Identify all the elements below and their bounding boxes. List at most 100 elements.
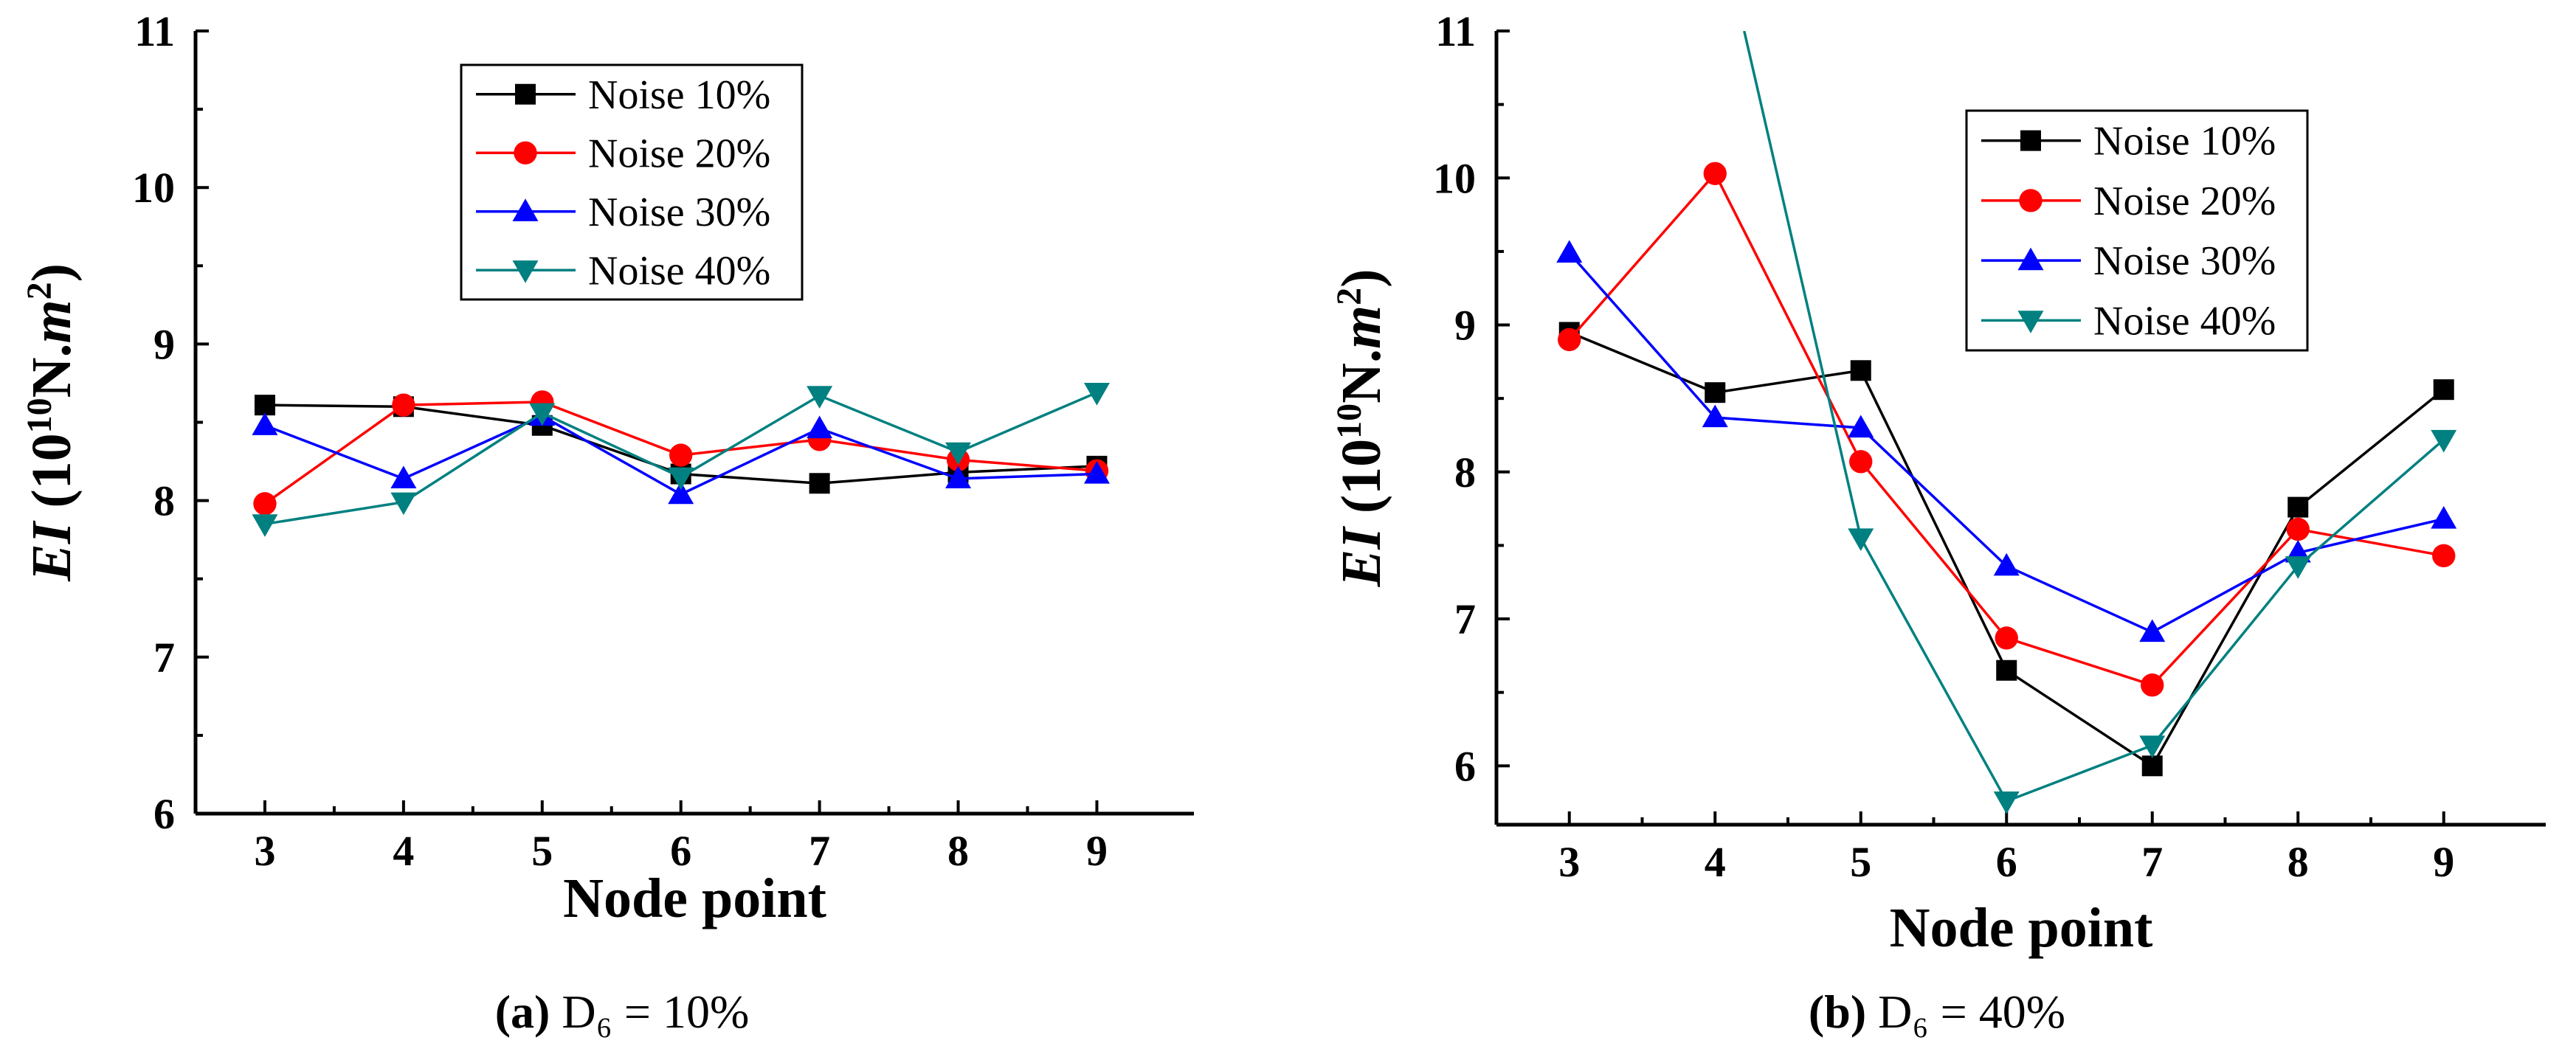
marker-square bbox=[515, 83, 536, 105]
series-3 bbox=[1556, 240, 2457, 642]
marker-triangle-up bbox=[390, 465, 417, 489]
marker-triangle-down bbox=[512, 260, 539, 283]
marker-square bbox=[2433, 379, 2454, 401]
marker-triangle-down bbox=[1848, 528, 1874, 551]
legend-item: Noise 10% bbox=[476, 72, 770, 118]
plot-area bbox=[252, 383, 1110, 537]
text-part: (b) bbox=[1809, 985, 1866, 1038]
legend-label: Noise 40% bbox=[2093, 298, 2276, 344]
text-part: 2 bbox=[20, 282, 59, 299]
y-tick-label: 11 bbox=[134, 7, 175, 55]
text-part: N. bbox=[1330, 349, 1392, 403]
text-part: (10 bbox=[1330, 439, 1392, 527]
y-tick-label: 9 bbox=[1454, 302, 1476, 350]
x-tick-label: 9 bbox=[2433, 838, 2454, 886]
marker-triangle-down bbox=[2017, 311, 2044, 333]
marker-triangle-down bbox=[1083, 383, 1110, 406]
x-tick-label: 4 bbox=[393, 827, 414, 875]
y-tick-label: 7 bbox=[153, 634, 175, 682]
text-part: ) bbox=[21, 263, 83, 282]
y-tick-label: 8 bbox=[153, 477, 175, 525]
x-tick-label: 4 bbox=[1705, 838, 1726, 886]
text-part: 10 bbox=[1330, 403, 1369, 439]
text-part: N. bbox=[21, 343, 83, 398]
y-tick-label: 6 bbox=[1454, 742, 1476, 790]
marker-triangle-up bbox=[668, 481, 694, 505]
marker-circle bbox=[1849, 450, 1873, 474]
series-line bbox=[1743, 31, 2445, 803]
x-tick-label: 5 bbox=[531, 827, 553, 875]
marker-triangle-down bbox=[2431, 429, 2457, 453]
marker-circle bbox=[1703, 162, 1727, 185]
x-tick-label: 7 bbox=[2141, 838, 2163, 886]
x-axis-title: Node point bbox=[563, 867, 826, 929]
x-tick-label: 8 bbox=[2287, 838, 2309, 886]
marker-circle bbox=[1558, 328, 1581, 352]
marker-circle bbox=[2019, 189, 2043, 212]
legend-item: Noise 20% bbox=[1981, 179, 2276, 224]
marker-square bbox=[809, 473, 830, 494]
marker-triangle-up bbox=[252, 412, 278, 435]
x-tick-label: 6 bbox=[670, 827, 691, 875]
marker-circle bbox=[514, 141, 537, 164]
legend-label: Noise 10% bbox=[588, 72, 770, 118]
text-part: EI (10 bbox=[1330, 439, 1392, 588]
marker-triangle-up bbox=[512, 198, 539, 221]
panel-caption: (a) D₆ = 10% bbox=[495, 985, 750, 1038]
text-part: EI (10 bbox=[21, 433, 83, 582]
y-tick-label: 10 bbox=[1433, 154, 1476, 202]
marker-triangle-down bbox=[668, 467, 694, 491]
marker-triangle-up bbox=[2431, 506, 2457, 529]
text-part: m bbox=[1330, 305, 1392, 349]
legend-item: Noise 30% bbox=[1981, 238, 2276, 284]
marker-triangle-up bbox=[1993, 552, 2020, 576]
marker-triangle-down bbox=[390, 492, 417, 516]
x-tick-label: 3 bbox=[254, 827, 275, 875]
marker-square bbox=[2287, 496, 2309, 518]
legend: Noise 10% Noise 20% Noise 30% Noise 40% bbox=[1965, 109, 2309, 352]
x-tick-label: 7 bbox=[809, 827, 830, 875]
axes: 6 7 8 9 10 11 3 4 5 6 7 8 9 bbox=[132, 7, 1194, 875]
marker-triangle-down bbox=[1993, 791, 2020, 814]
marker-square bbox=[1705, 382, 1726, 403]
y-tick-label: 8 bbox=[1454, 448, 1476, 496]
legend-item: Noise 40% bbox=[476, 248, 770, 294]
legend-label: Noise 30% bbox=[588, 190, 770, 235]
series-1 bbox=[1558, 322, 2454, 777]
text-part: D₆ = 10% bbox=[550, 985, 749, 1038]
marker-triangle-up bbox=[2139, 619, 2166, 642]
x-tick-label: 6 bbox=[1996, 838, 2017, 886]
x-tick-label: 3 bbox=[1558, 838, 1580, 886]
text-part: (a) bbox=[495, 985, 550, 1038]
axes: 6 7 8 9 10 11 3 4 5 6 7 8 9 bbox=[1433, 7, 2546, 886]
marker-circle bbox=[669, 443, 693, 467]
x-tick-label: 5 bbox=[1850, 838, 1871, 886]
panel-caption: (b) D₆ = 40% bbox=[1809, 985, 2065, 1038]
marker-circle bbox=[2432, 544, 2456, 568]
text-part: 10 bbox=[20, 398, 59, 433]
marker-triangle-up bbox=[1556, 240, 1583, 263]
marker-triangle-down bbox=[252, 514, 278, 537]
legend-item: Noise 30% bbox=[476, 190, 770, 235]
marker-circle bbox=[2141, 673, 2164, 697]
marker-circle bbox=[2286, 517, 2310, 541]
marker-triangle-down bbox=[2285, 556, 2311, 579]
marker-square bbox=[2020, 130, 2041, 151]
marker-square bbox=[254, 395, 275, 416]
text-part: D₆ = 40% bbox=[1866, 985, 2065, 1038]
plot-area bbox=[1556, 31, 2457, 814]
text-part: 2 bbox=[1330, 288, 1369, 305]
y-tick-label: 7 bbox=[1454, 595, 1476, 643]
marker-triangle-down bbox=[807, 386, 833, 409]
x-axis-title: Node point bbox=[1890, 897, 2153, 959]
y-tick-label: 11 bbox=[1435, 7, 1476, 55]
legend-label: Noise 40% bbox=[588, 248, 770, 294]
text-part: m bbox=[21, 299, 83, 343]
text-part: ) bbox=[1330, 269, 1392, 288]
y-axis-title: EI (1010N.m2) bbox=[1330, 269, 1393, 588]
marker-triangle-up bbox=[807, 415, 833, 439]
x-tick-label: 9 bbox=[1086, 827, 1108, 875]
y-tick-label: 6 bbox=[153, 790, 175, 838]
legend-item: Noise 10% bbox=[1981, 119, 2276, 164]
